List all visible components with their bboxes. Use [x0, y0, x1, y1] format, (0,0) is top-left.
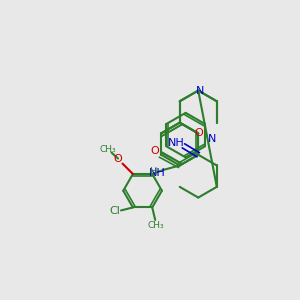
Text: O: O [150, 146, 159, 156]
Text: O: O [194, 128, 203, 138]
Text: H: H [150, 167, 157, 177]
Text: NH: NH [149, 168, 166, 178]
Text: NH: NH [168, 139, 184, 148]
Text: CH₃: CH₃ [148, 221, 164, 230]
Text: CH₃: CH₃ [99, 145, 116, 154]
Text: N: N [208, 134, 216, 144]
Text: Cl: Cl [109, 206, 120, 216]
Text: N: N [196, 85, 204, 96]
Text: O: O [114, 154, 122, 164]
